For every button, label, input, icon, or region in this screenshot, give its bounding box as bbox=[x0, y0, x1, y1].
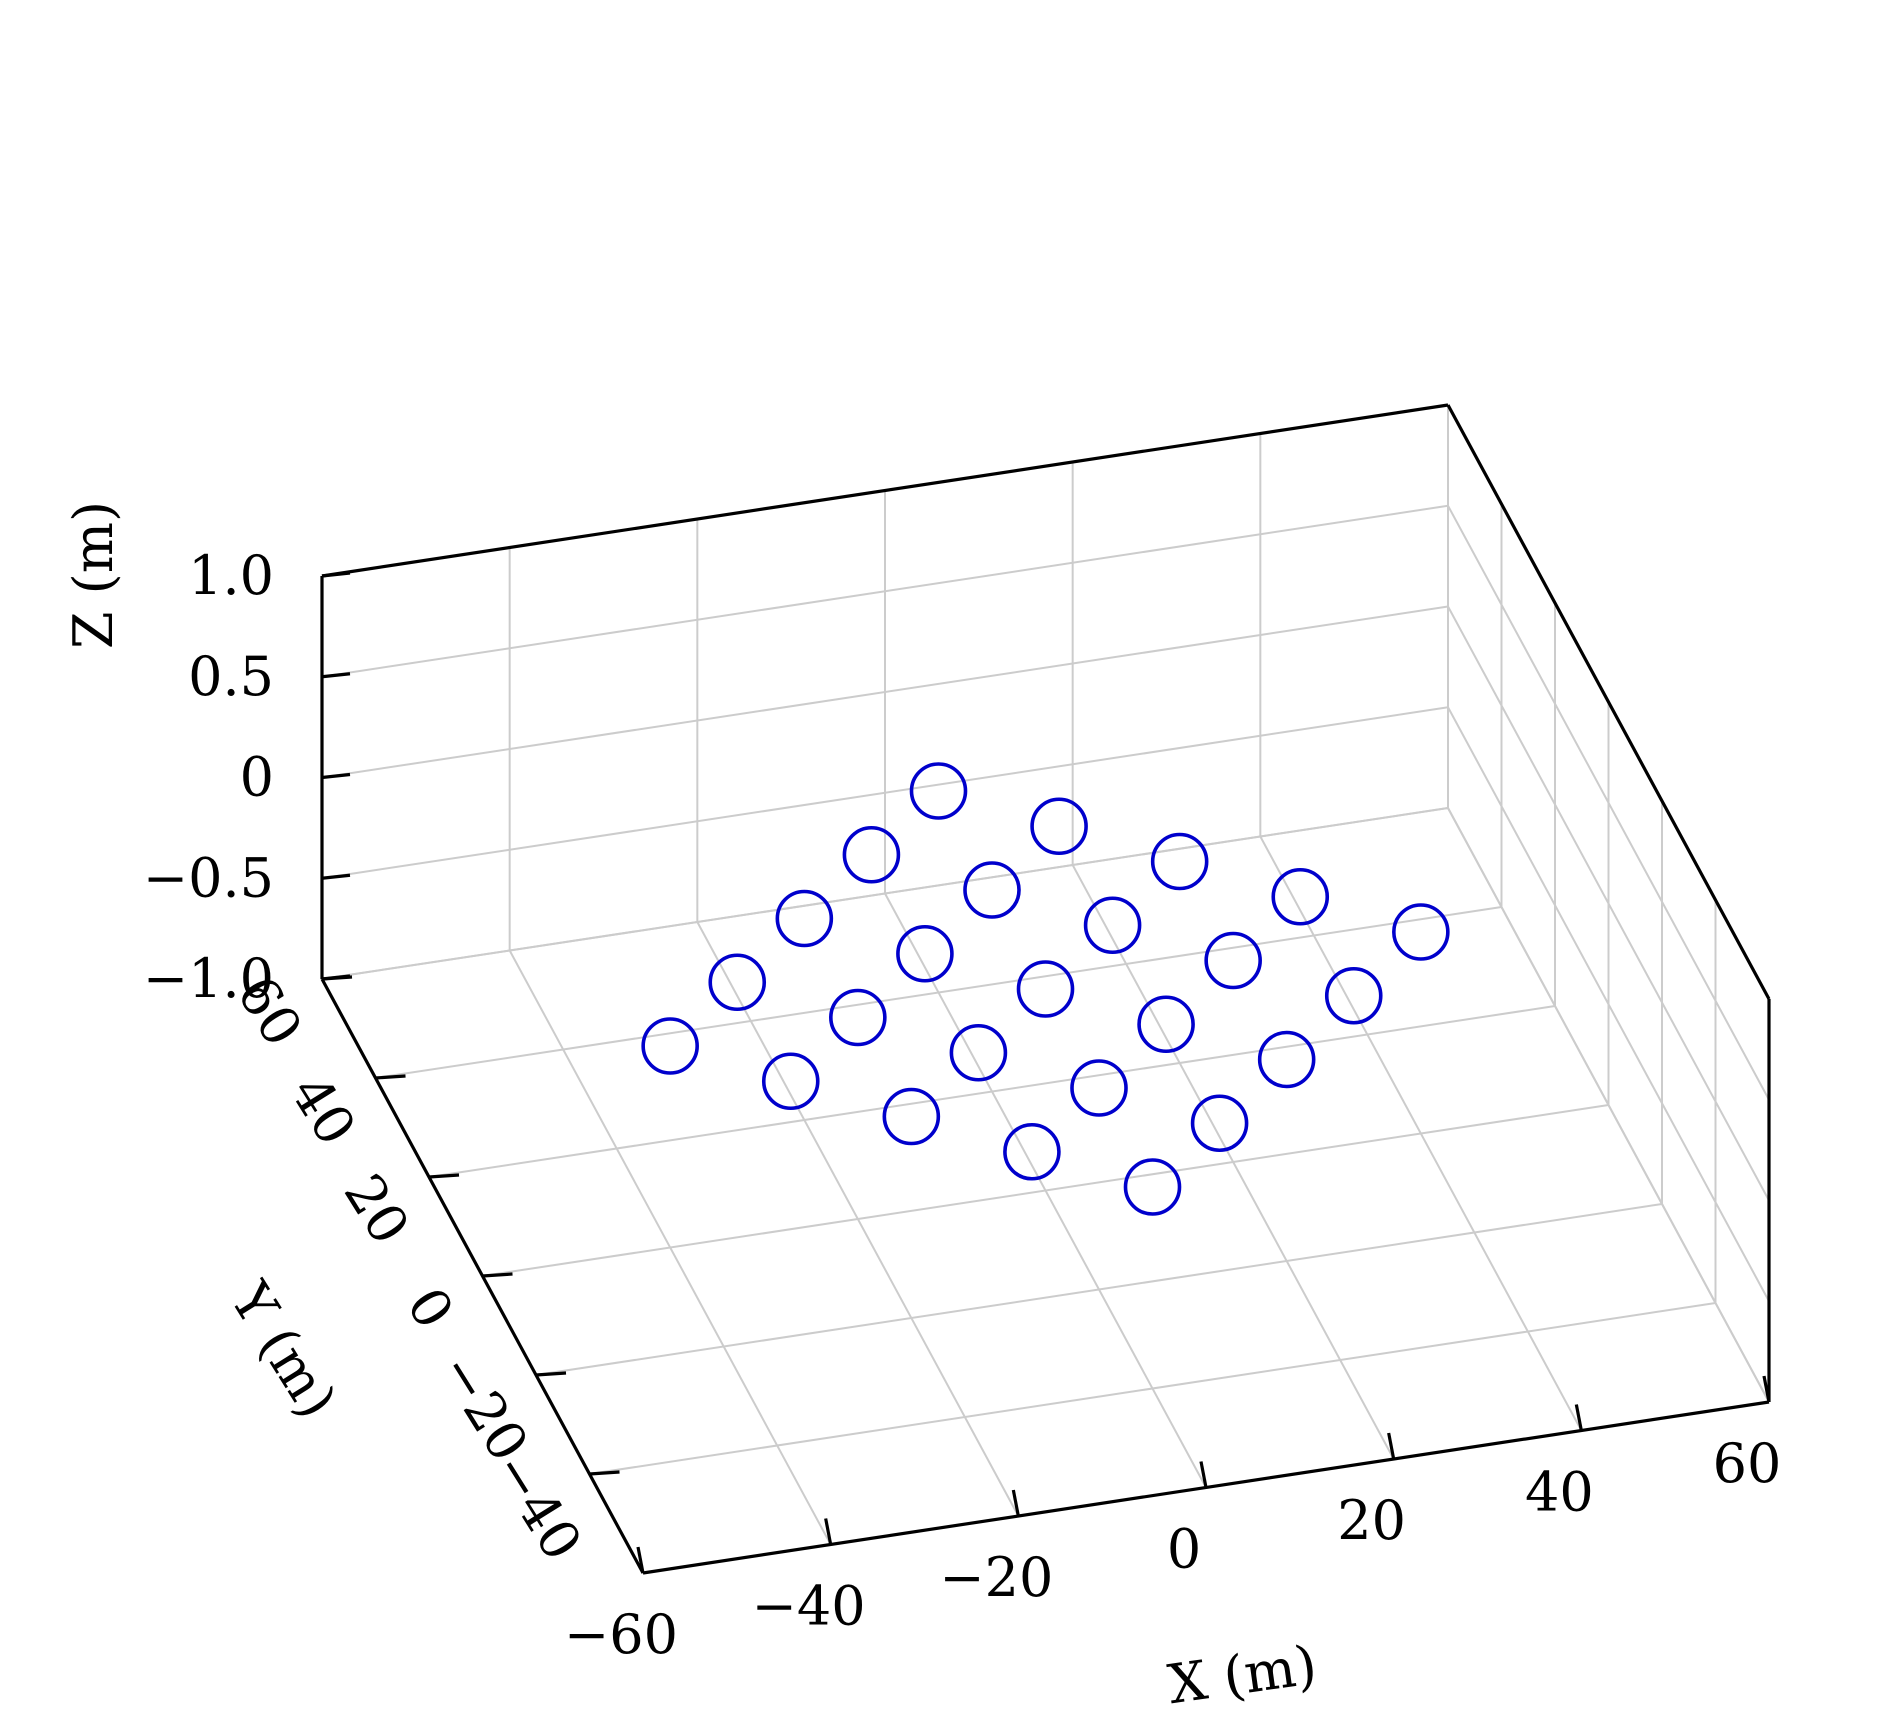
data-point bbox=[1271, 867, 1330, 926]
x-tick bbox=[1199, 1461, 1208, 1488]
data-point bbox=[1137, 995, 1195, 1054]
side-wall-gridline-z bbox=[1447, 807, 1770, 1403]
x-tick bbox=[824, 1518, 833, 1545]
data-point bbox=[963, 861, 1021, 919]
side-wall-gridline-z bbox=[1447, 706, 1770, 1302]
data-point bbox=[775, 889, 834, 948]
z-tick bbox=[321, 974, 351, 981]
z-tick bbox=[321, 772, 351, 780]
side-wall-gridline-z bbox=[1447, 505, 1770, 1101]
data-point bbox=[1016, 960, 1075, 1018]
top-side-edge bbox=[1446, 404, 1771, 1000]
data-point bbox=[1123, 1158, 1182, 1216]
x-tick-label: −40 bbox=[752, 1575, 866, 1638]
y-tick bbox=[375, 1074, 406, 1080]
z-tick bbox=[321, 571, 351, 578]
y-axis-title: Y (m) bbox=[218, 1271, 349, 1429]
z-tick-label: 1.0 bbox=[188, 544, 274, 607]
x-tick bbox=[1011, 1489, 1020, 1517]
data-point bbox=[1190, 1094, 1249, 1153]
x-tick bbox=[1387, 1432, 1396, 1460]
y-tick-label: 0 bbox=[394, 1277, 466, 1340]
floor-gridline-y bbox=[482, 1104, 1609, 1277]
data-point bbox=[761, 1052, 820, 1111]
data-point bbox=[1392, 903, 1450, 961]
data-point bbox=[1070, 1059, 1128, 1117]
x-tick bbox=[1762, 1375, 1771, 1403]
data-point bbox=[829, 988, 887, 1047]
data-point bbox=[882, 1087, 941, 1146]
back-wall-gridline-z bbox=[321, 706, 1449, 880]
back-wall-gridline-z bbox=[321, 807, 1449, 980]
top-back-edge bbox=[321, 403, 1449, 578]
z-tick-label: −0.5 bbox=[143, 846, 274, 909]
data-point bbox=[909, 762, 968, 820]
data-point bbox=[1204, 931, 1262, 990]
z-axis-title: Z (m) bbox=[62, 501, 125, 649]
x-tick-label: −60 bbox=[564, 1603, 678, 1666]
x-tick-label: 0 bbox=[1167, 1518, 1201, 1581]
y-tick bbox=[482, 1272, 513, 1278]
y-tick-label: 40 bbox=[278, 1064, 368, 1156]
side-wall-gridline-z bbox=[1447, 606, 1770, 1201]
x-tick-label: 20 bbox=[1337, 1489, 1406, 1552]
x-tick bbox=[1574, 1404, 1583, 1431]
y-tick bbox=[589, 1470, 620, 1476]
axis-layer bbox=[320, 403, 1771, 1575]
x-axis-title: X (m) bbox=[1164, 1633, 1320, 1716]
data-point bbox=[842, 825, 901, 884]
z-tick bbox=[321, 672, 351, 679]
x-tick-label: 60 bbox=[1713, 1432, 1782, 1495]
x-tick-label: 40 bbox=[1525, 1461, 1594, 1524]
data-point bbox=[1257, 1030, 1316, 1089]
z-tick bbox=[321, 873, 351, 880]
floor-gridline-y bbox=[535, 1203, 1663, 1376]
data-point bbox=[708, 953, 767, 1012]
data-point bbox=[1003, 1122, 1061, 1181]
x-tick bbox=[636, 1546, 645, 1574]
data-point bbox=[641, 1017, 699, 1075]
data-point bbox=[896, 924, 954, 983]
z-tick-label: 0.5 bbox=[188, 645, 274, 708]
x-tick-label: −20 bbox=[939, 1546, 1053, 1609]
data-point bbox=[1030, 797, 1088, 856]
floor-gridline-y bbox=[375, 906, 1502, 1079]
floor-gridline-y bbox=[428, 1005, 1556, 1178]
data-point bbox=[949, 1023, 1008, 1082]
back-wall-gridline-z bbox=[321, 504, 1449, 678]
floor-gridline-y bbox=[589, 1302, 1716, 1475]
marker-layer bbox=[641, 762, 1450, 1216]
z-tick-label: −1.0 bbox=[143, 947, 274, 1010]
y-tick bbox=[535, 1371, 567, 1377]
back-wall-gridline-z bbox=[321, 605, 1449, 779]
y-tick-label: 20 bbox=[332, 1163, 422, 1255]
y-tick bbox=[428, 1173, 460, 1179]
data-point bbox=[1324, 966, 1383, 1025]
data-point bbox=[1150, 832, 1209, 891]
data-point bbox=[1083, 896, 1142, 955]
z-tick-label: 0 bbox=[240, 746, 274, 809]
grid-layer bbox=[321, 404, 1770, 1574]
